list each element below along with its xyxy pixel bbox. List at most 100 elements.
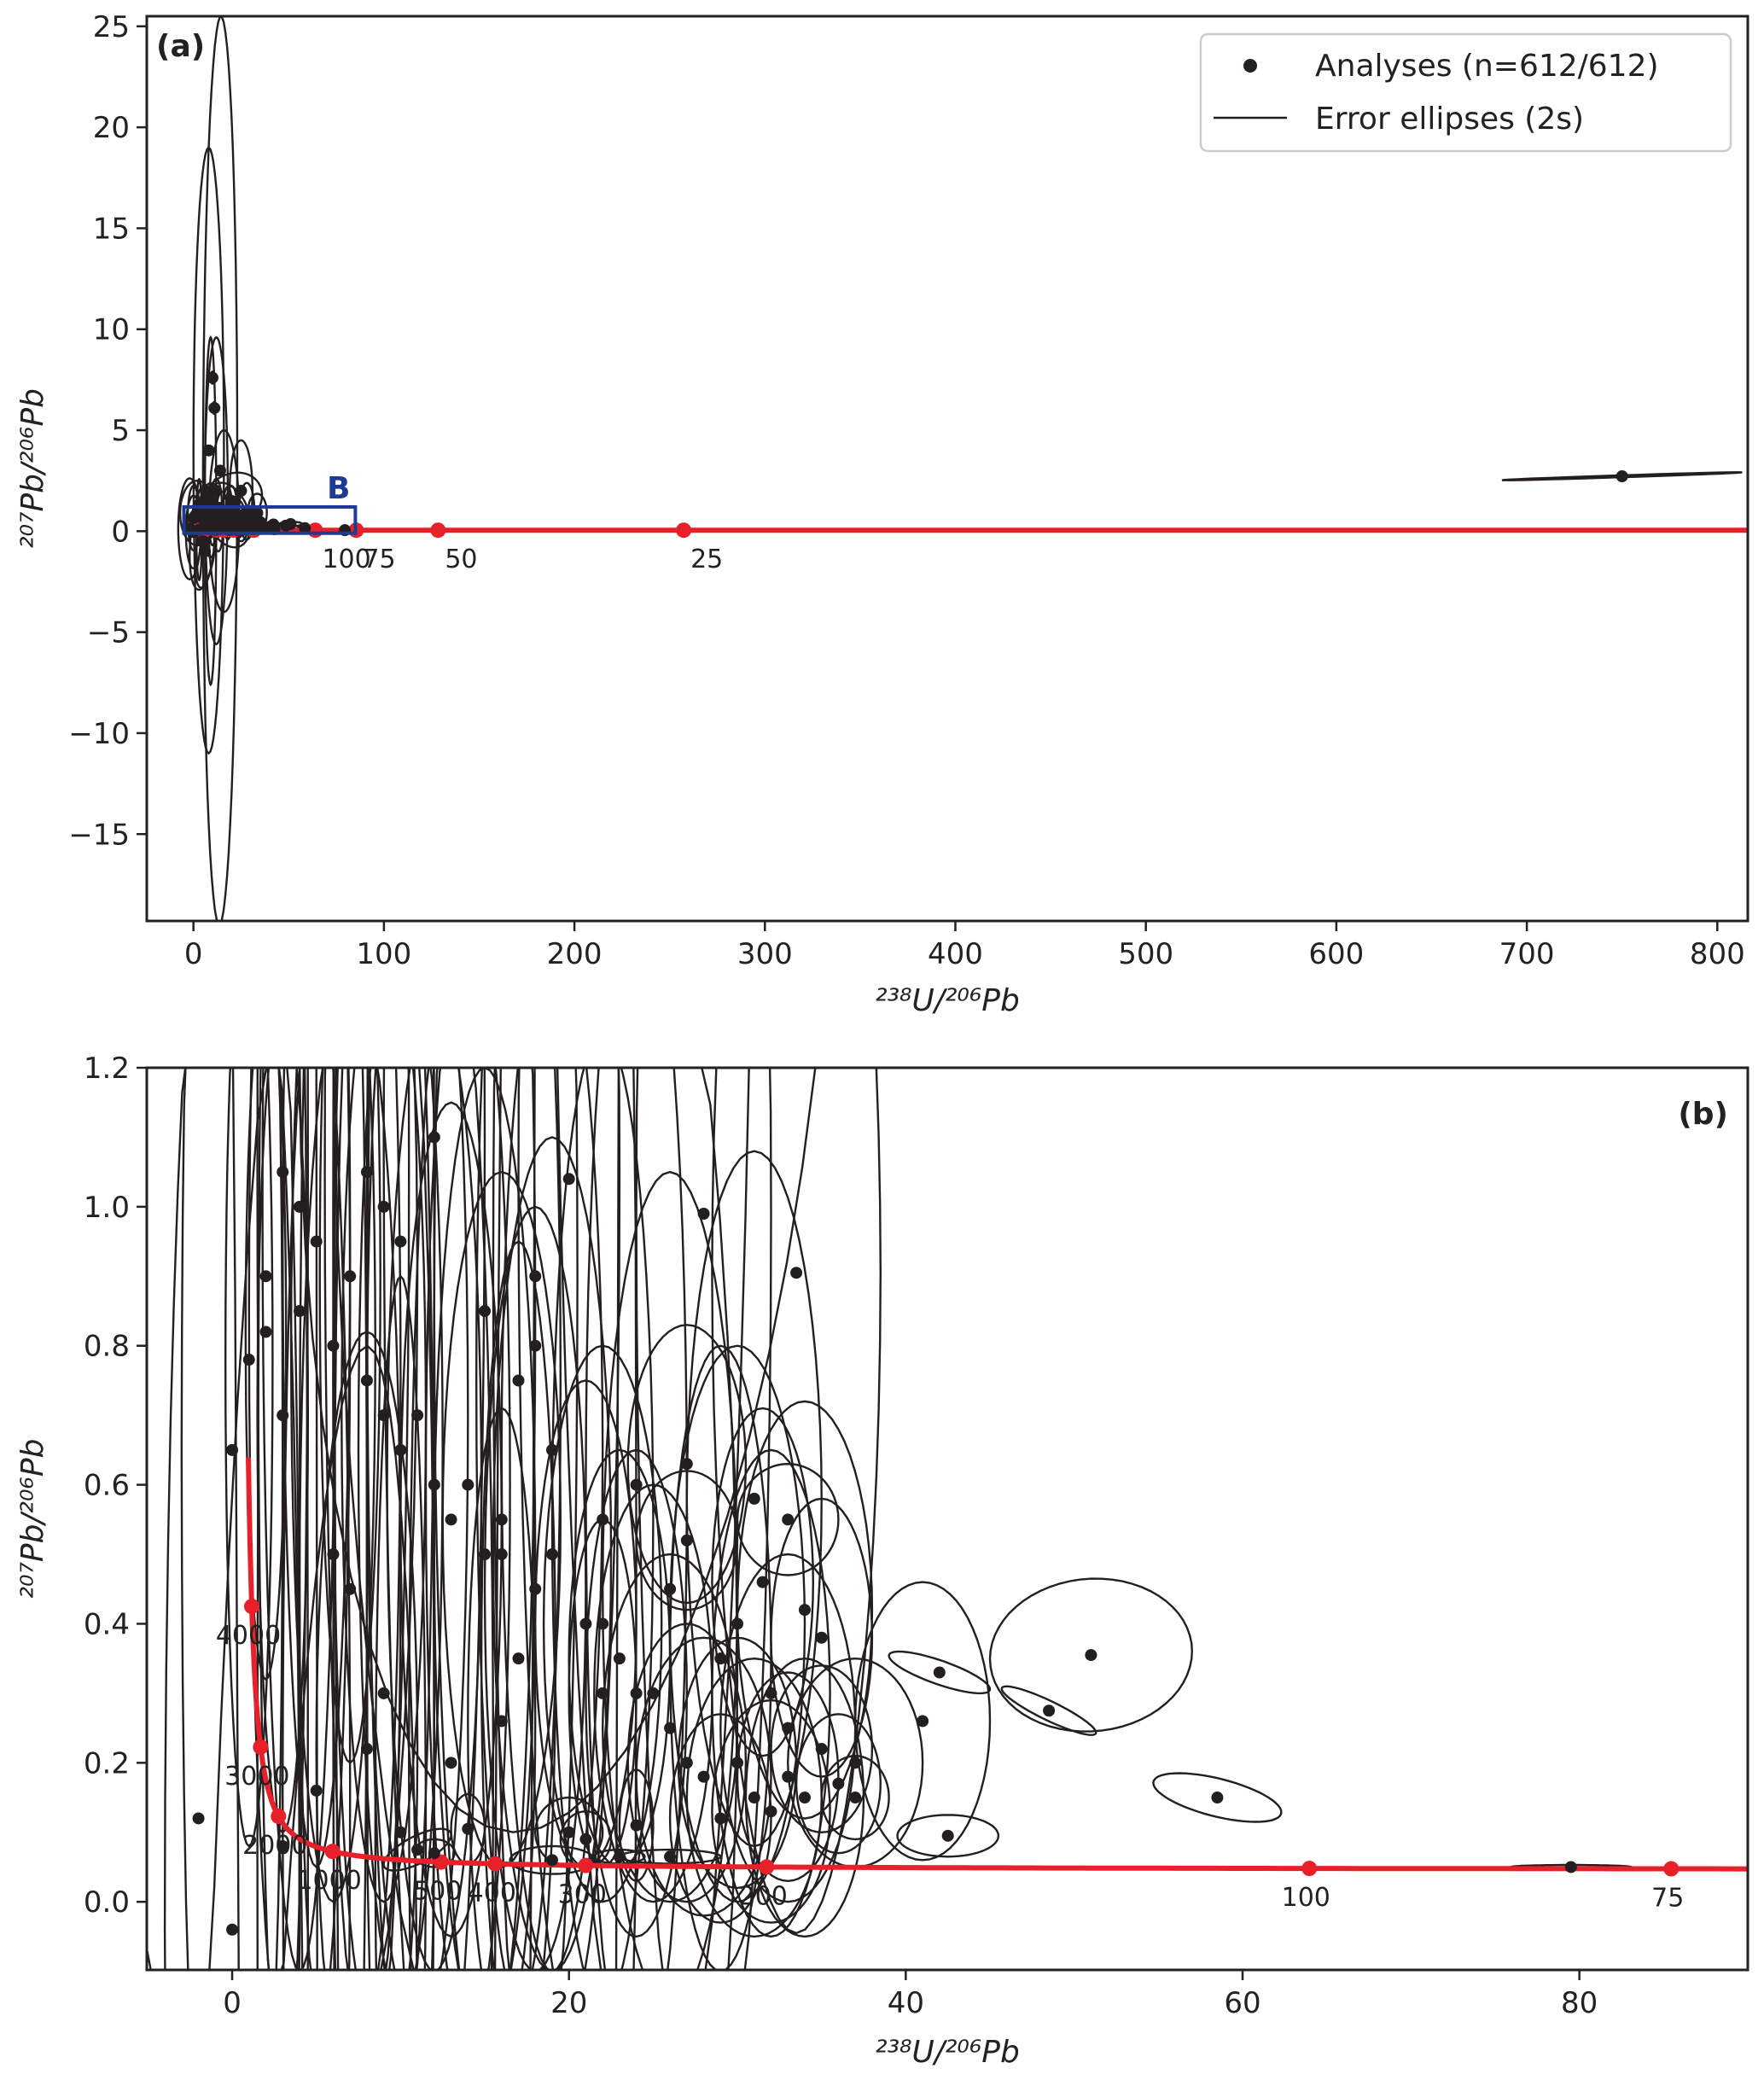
analysis-point — [411, 1409, 424, 1422]
analysis-point — [664, 1722, 677, 1734]
x-tick-label: 400 — [928, 937, 983, 971]
analysis-point — [714, 1812, 727, 1825]
error-ellipse — [711, 1448, 831, 1938]
error-ellipse — [323, 1068, 410, 1970]
analysis-point — [815, 1631, 828, 1644]
age-marker-3000 — [253, 1739, 269, 1755]
analysis-point — [210, 485, 223, 498]
error-ellipse — [492, 1136, 613, 1970]
error-ellipse — [382, 1068, 486, 1970]
age-label-75: 75 — [1651, 1884, 1684, 1914]
analysis-point — [613, 1652, 626, 1665]
x-axis-label: ²³⁸U/²⁰⁶Pb — [875, 983, 1020, 1018]
age-marker-1000 — [324, 1844, 341, 1860]
analysis-point — [731, 1757, 744, 1769]
analysis-point — [192, 1812, 205, 1825]
analysis-point — [259, 1270, 272, 1283]
legend-point-marker — [1243, 59, 1257, 73]
error-ellipse — [585, 1448, 689, 1938]
error-ellipse — [467, 1407, 537, 1970]
analysis-point — [748, 1792, 760, 1804]
error-ellipse — [256, 1068, 310, 1970]
y-tick-label: 20 — [93, 111, 130, 145]
analysis-point — [613, 1850, 626, 1863]
age-label-75: 75 — [363, 545, 395, 574]
error-ellipse — [256, 1068, 310, 1970]
age-label-500: 500 — [413, 1877, 462, 1907]
age-marker-4000 — [243, 1599, 259, 1615]
analysis-point — [277, 1409, 289, 1422]
error-ellipse — [357, 1068, 444, 1970]
analysis-point — [579, 1833, 592, 1845]
analysis-point — [529, 1339, 542, 1352]
error-ellipse — [593, 1848, 646, 1865]
error-ellipse — [500, 1068, 604, 1970]
analysis-point — [445, 1757, 457, 1769]
legend: Analyses (n=612/612) Error ellipses (2s) — [1199, 32, 1732, 153]
analysis-point — [765, 1687, 777, 1699]
analysis-point — [512, 1652, 525, 1665]
age-label-3000: 3000 — [224, 1762, 289, 1792]
analysis-point — [394, 1235, 407, 1248]
analysis-point — [697, 1770, 710, 1783]
analysis-point — [327, 1548, 340, 1561]
analysis-point — [360, 1743, 373, 1756]
zoom-region-box — [182, 504, 358, 535]
y-tick-label: 10 — [93, 313, 130, 347]
analysis-point — [849, 1792, 862, 1804]
analysis-point — [277, 1166, 289, 1179]
error-ellipse — [601, 1553, 739, 1903]
analysis-point — [284, 517, 297, 530]
analysis-point — [545, 1443, 558, 1456]
error-ellipse — [332, 1068, 436, 1970]
axes-frame — [145, 15, 1749, 923]
age-marker-400 — [487, 1856, 504, 1872]
error-ellipse — [318, 1068, 381, 1764]
error-ellipse — [244, 1068, 288, 1681]
y-tick-label: 0.4 — [84, 1607, 130, 1641]
analysis-point — [597, 1617, 609, 1630]
analysis-point — [377, 1200, 390, 1213]
analysis-point — [196, 535, 209, 548]
x-tick-label: 80 — [1561, 1986, 1598, 2020]
analysis-point — [512, 1374, 525, 1387]
analysis-point — [680, 1757, 693, 1769]
analysis-point — [832, 1777, 845, 1790]
error-ellipse — [1501, 471, 1743, 481]
analysis-point — [299, 522, 311, 534]
analysis-point — [445, 1513, 457, 1526]
error-ellipse — [177, 477, 202, 580]
analysis-point — [224, 511, 236, 524]
error-ellipse — [517, 1068, 621, 1970]
error-ellipse — [192, 146, 225, 755]
panel-label: (b) — [1678, 1097, 1728, 1132]
y-axis-label: ²⁰⁷Pb/²⁰⁶Pb — [15, 1439, 50, 1599]
analysis-point — [293, 1305, 306, 1318]
analysis-point — [225, 494, 238, 507]
analysis-point — [849, 1757, 862, 1769]
analysis-point — [226, 1443, 239, 1456]
age-label-1000: 1000 — [296, 1866, 361, 1896]
analysis-point — [360, 1374, 373, 1387]
error-ellipse — [795, 1713, 882, 1855]
x-tick-label: 0 — [223, 1986, 242, 2020]
age-marker-2000 — [271, 1809, 287, 1825]
analysis-point — [208, 402, 221, 415]
analysis-point — [782, 1770, 795, 1783]
age-label-100: 100 — [1282, 1883, 1330, 1913]
panel-label: (a) — [156, 29, 205, 64]
analysis-point — [545, 1548, 558, 1561]
analysis-point — [1616, 469, 1628, 482]
error-ellipse — [719, 1553, 857, 1903]
panel-b-zoomed: 4000 3000 2000 1000 500 400 300 200 100 75 0 20 40 60… — [15, 1052, 1749, 2070]
age-label-4000: 4000 — [216, 1621, 281, 1651]
analysis-point — [933, 1666, 946, 1679]
age-label-200: 200 — [739, 1881, 788, 1911]
error-ellipse — [786, 1657, 924, 1868]
analysis-point — [495, 1715, 508, 1728]
analysis-point — [680, 1534, 693, 1547]
analysis-point — [344, 1270, 357, 1283]
analysis-point — [495, 1513, 508, 1526]
error-ellipse — [480, 1240, 557, 1970]
